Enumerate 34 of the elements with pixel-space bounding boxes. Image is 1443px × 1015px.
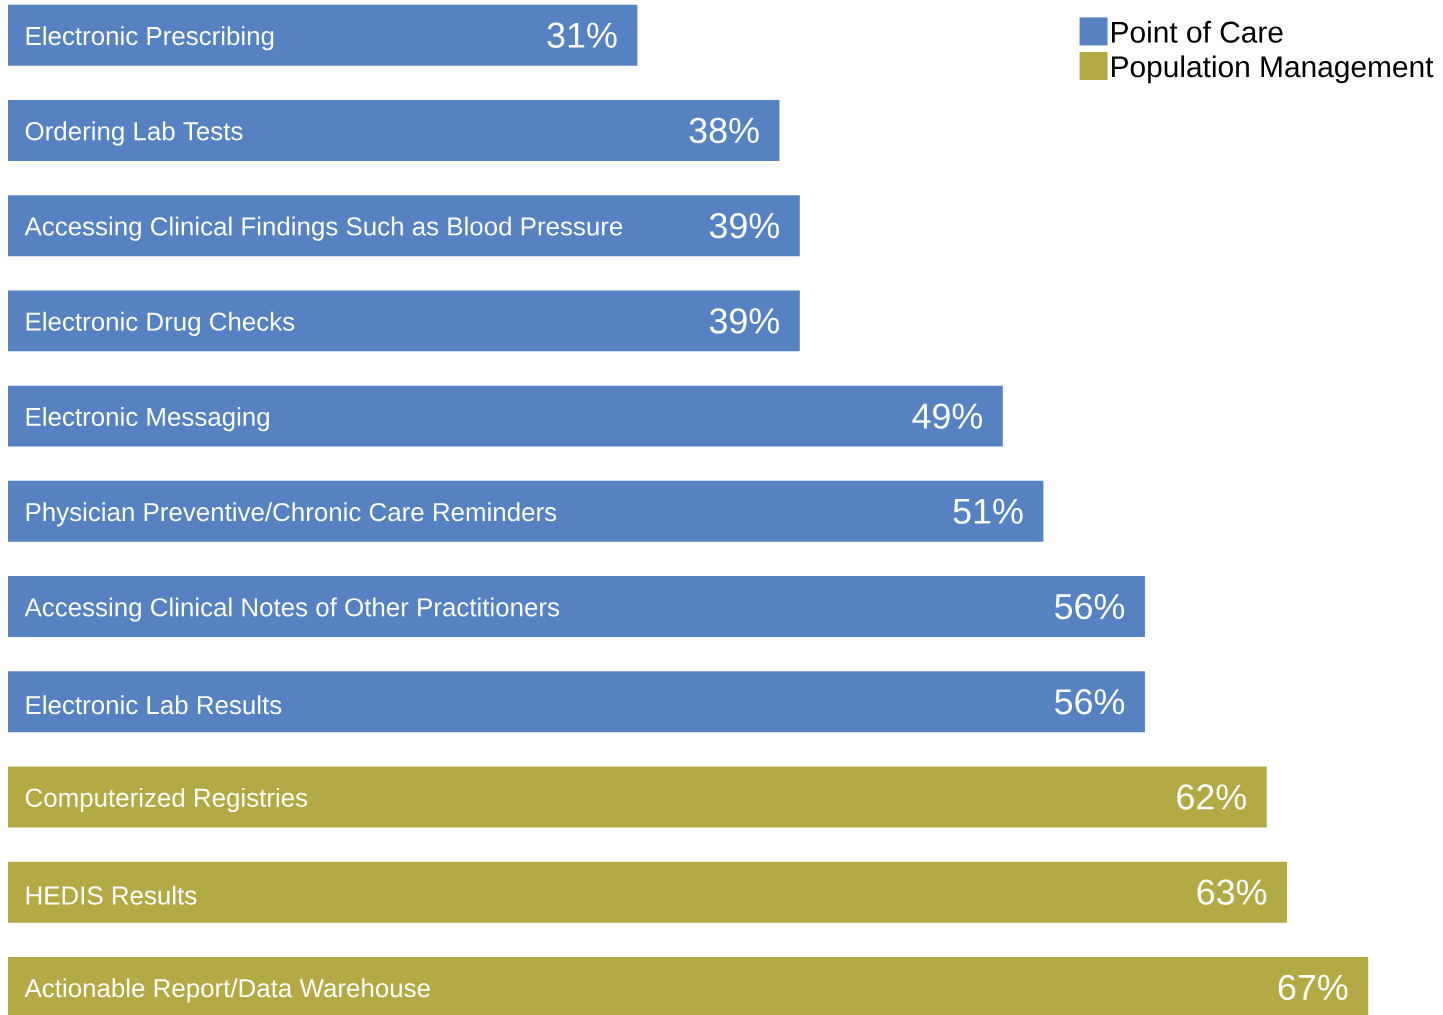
bar bbox=[8, 480, 1044, 542]
y-tick-label: Ordering Lab Tests bbox=[25, 121, 243, 146]
y-tick-label: Physician Preventive/Chronic Care Reminders bbox=[26, 502, 557, 527]
bar bbox=[8, 385, 1003, 447]
data-label: 56% bbox=[1055, 689, 1125, 715]
data-label: 62% bbox=[1177, 784, 1246, 810]
bar bbox=[8, 861, 1288, 923]
bar bbox=[8, 4, 638, 66]
data-label: 63% bbox=[1197, 879, 1267, 905]
data-label: 56% bbox=[1055, 593, 1125, 620]
y-tick-label: Accessing Clinical Findings Such as Blood Pressure bbox=[24, 216, 623, 241]
data-label: 31% bbox=[547, 22, 617, 48]
data-label: 49% bbox=[912, 403, 982, 429]
legend-label: Point of Care bbox=[1112, 20, 1283, 43]
data-label: 38% bbox=[689, 117, 759, 144]
bar bbox=[8, 290, 800, 352]
data-label: 39% bbox=[709, 212, 779, 239]
bar bbox=[8, 766, 1267, 828]
bar bbox=[8, 99, 780, 161]
y-tick-label: Electronic Messaging bbox=[26, 407, 269, 432]
legend-label: Population Management bbox=[1112, 55, 1434, 84]
data-label: 51% bbox=[953, 498, 1023, 524]
bar bbox=[8, 671, 1145, 733]
y-tick-label: Electronic Lab Results bbox=[26, 695, 282, 715]
data-label: 67% bbox=[1278, 974, 1348, 1001]
y-tick-label: Electronic Prescribing bbox=[26, 26, 274, 51]
y-tick-label: Electronic Drug Checks bbox=[26, 311, 295, 336]
y-tick-label: Computerized Registries bbox=[25, 787, 308, 813]
y-tick-label: Actionable Report/Data Warehouse bbox=[24, 978, 430, 1003]
bar bbox=[8, 576, 1145, 637]
y-tick-label: Accessing Clinical Notes of Other Practitioners bbox=[24, 597, 560, 622]
y-tick-label: HEDIS Results bbox=[26, 885, 197, 905]
data-label: 39% bbox=[709, 308, 779, 334]
bar bbox=[8, 195, 800, 257]
